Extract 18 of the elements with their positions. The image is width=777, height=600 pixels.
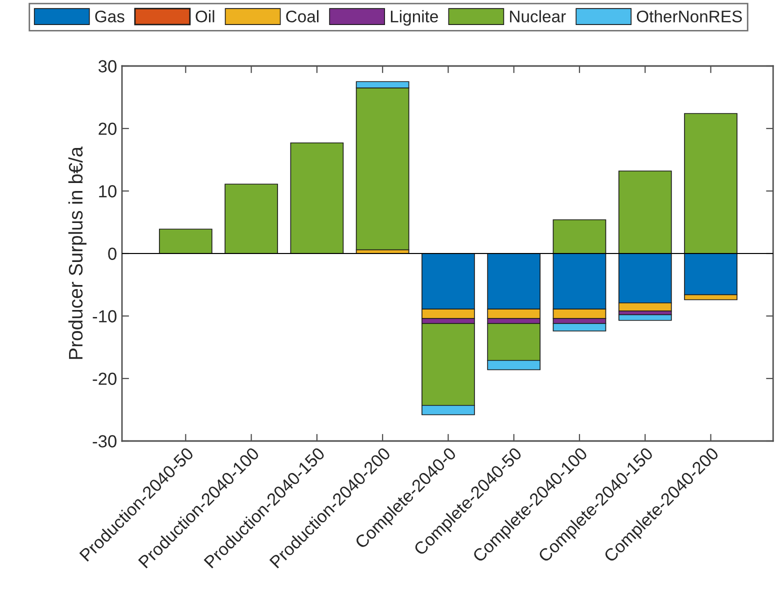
bar [158, 228, 212, 254]
legend-label: Coal [286, 10, 318, 22]
y-tick-label: 10 [99, 185, 116, 198]
y-tick-label: 30 [98, 60, 116, 72]
bar [618, 314, 672, 321]
legend-label: Oil [196, 10, 214, 22]
legend-label: Gas [95, 10, 124, 22]
legend-label: Nuclear [510, 10, 566, 22]
y-tick-label: 20 [98, 122, 116, 135]
legend-label: Lignite [390, 10, 438, 26]
legend-label: OtherNonRES [636, 10, 742, 22]
bar [290, 142, 344, 254]
y-tick-label: -30 [92, 435, 116, 448]
bar [224, 184, 278, 254]
y-axis-title: Producer Surplus in b€/a [68, 146, 86, 359]
y-tick-label: 0 [108, 248, 116, 260]
y-tick-label: -20 [92, 372, 116, 385]
y-tick-label: -10 [92, 310, 116, 322]
